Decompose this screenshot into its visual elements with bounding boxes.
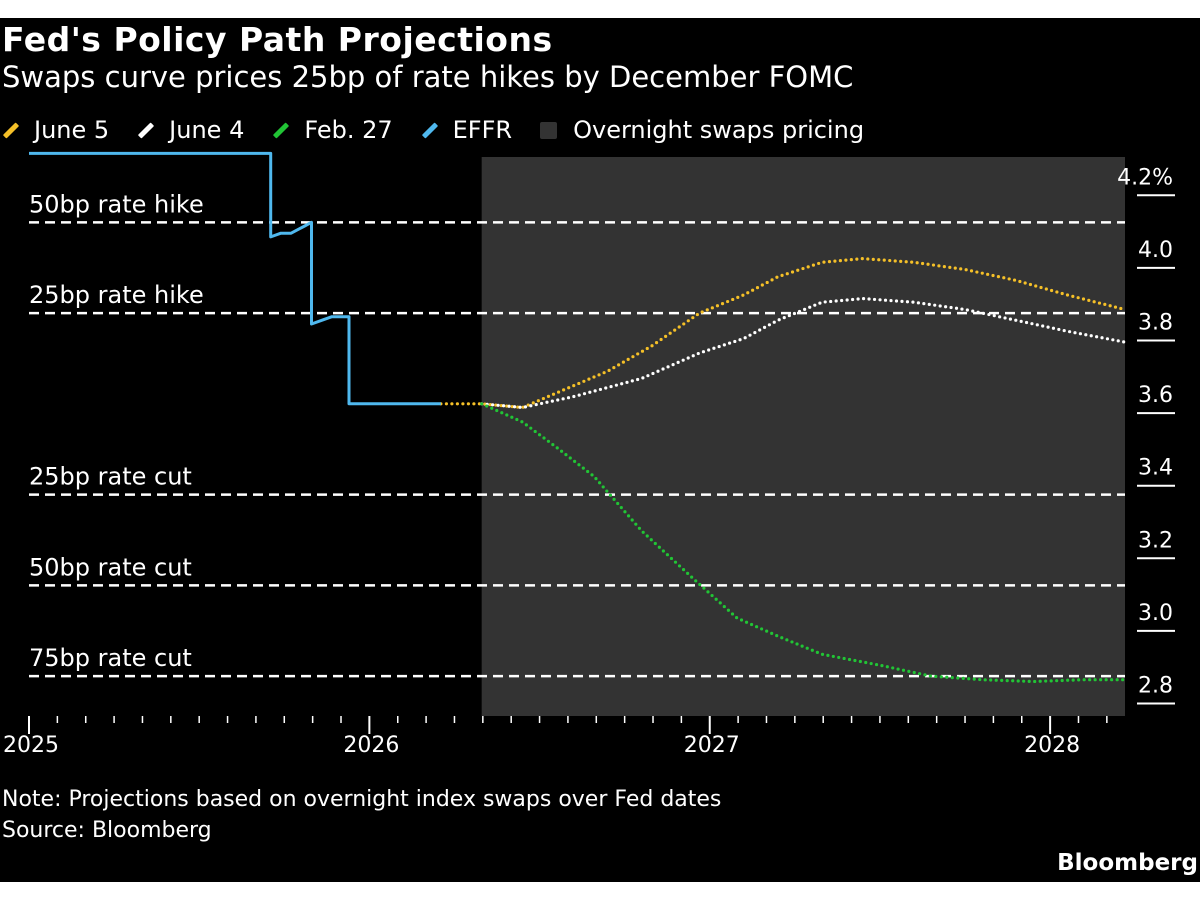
x-tick-label: 2027: [684, 733, 740, 758]
y-tick-label: 3.6: [1138, 383, 1173, 408]
legend-item-swaps-pricing: Overnight swaps pricing: [540, 116, 864, 144]
legend-swatch-swaps-pricing: [540, 121, 558, 139]
x-tick-label: 2025: [3, 733, 59, 758]
legend-label: Overnight swaps pricing: [573, 116, 865, 144]
chart-title: Fed's Policy Path Projections: [2, 20, 553, 59]
reference-label-50bp-rate-cut: 50bp rate cut: [29, 553, 192, 581]
y-tick-label: 3.2: [1138, 528, 1173, 553]
legend-label: EFFR: [452, 116, 513, 144]
series-line-feb-27: [480, 402, 1127, 684]
legend-item-feb-27: Feb. 27: [272, 116, 393, 144]
legend-item-effr: EFFR: [421, 116, 512, 144]
y-tick-label: 3.0: [1138, 601, 1173, 626]
reference-label-25bp-rate-cut: 25bp rate cut: [29, 463, 192, 491]
series-line-effr: [29, 151, 441, 406]
chart-subtitle: Swaps curve prices 25bp of rate hikes by…: [2, 60, 854, 94]
legend-item-june-4: June 4: [137, 116, 244, 144]
legend-label: June 5: [34, 116, 110, 144]
reference-label-50bp-rate-hike: 50bp rate hike: [29, 190, 204, 218]
legend: June 5 June 4 Feb. 27 EFFR Overnight swa…: [2, 113, 892, 147]
y-tick-label: 4.0: [1138, 238, 1173, 263]
y-tick-label: 3.4: [1138, 456, 1173, 481]
x-tick-label: 2026: [343, 733, 399, 758]
y-tick-label: 2.8: [1138, 673, 1173, 698]
chart-note: Note: Projections based on overnight ind…: [2, 787, 722, 812]
swaps-pricing-region: [481, 157, 1125, 716]
legend-item-june-5: June 5: [2, 116, 109, 144]
reference-label-75bp-rate-cut: 75bp rate cut: [29, 644, 192, 672]
series-line-june-5: [439, 257, 1127, 410]
y-tick-label: 4.2%: [1117, 165, 1173, 190]
series-line-june-4: [480, 297, 1127, 410]
reference-label-25bp-rate-hike: 25bp rate hike: [29, 281, 204, 309]
x-tick-label: 2028: [1024, 733, 1080, 758]
chart-source: Source: Bloomberg: [2, 818, 212, 843]
bloomberg-logo: Bloomberg: [1057, 850, 1198, 876]
y-tick-label: 3.8: [1138, 310, 1173, 335]
legend-label: June 4: [169, 116, 245, 144]
legend-label: Feb. 27: [304, 116, 393, 144]
